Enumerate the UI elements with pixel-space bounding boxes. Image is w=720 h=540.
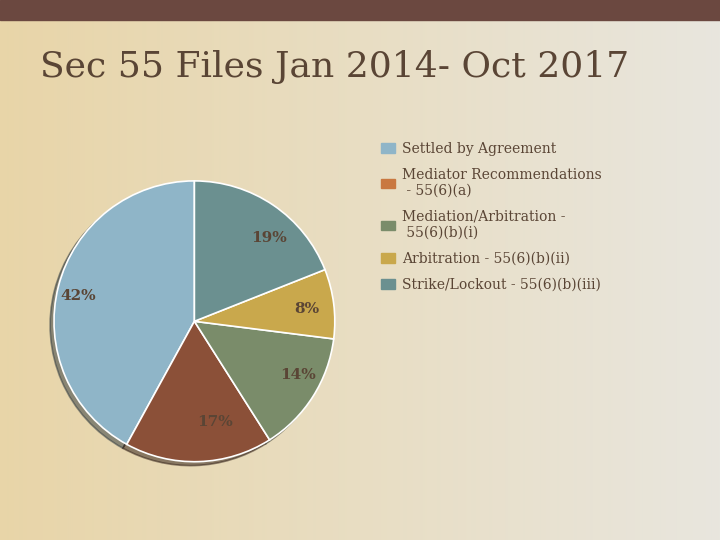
Bar	[0, 0, 720, 20]
Legend: Settled by Agreement, Mediator Recommendations
 - 55(6)(a), Mediation/Arbitratio: Settled by Agreement, Mediator Recommend…	[382, 142, 602, 292]
Wedge shape	[54, 181, 194, 444]
Text: 8%: 8%	[294, 302, 320, 316]
Wedge shape	[194, 181, 325, 321]
Wedge shape	[194, 269, 335, 339]
Text: 42%: 42%	[61, 289, 96, 303]
Text: 19%: 19%	[251, 231, 287, 245]
Text: Sec 55 Files Jan 2014- Oct 2017: Sec 55 Files Jan 2014- Oct 2017	[40, 50, 629, 84]
Wedge shape	[194, 321, 333, 440]
Text: 17%: 17%	[197, 415, 233, 429]
Text: 14%: 14%	[280, 368, 315, 382]
Wedge shape	[127, 321, 269, 462]
